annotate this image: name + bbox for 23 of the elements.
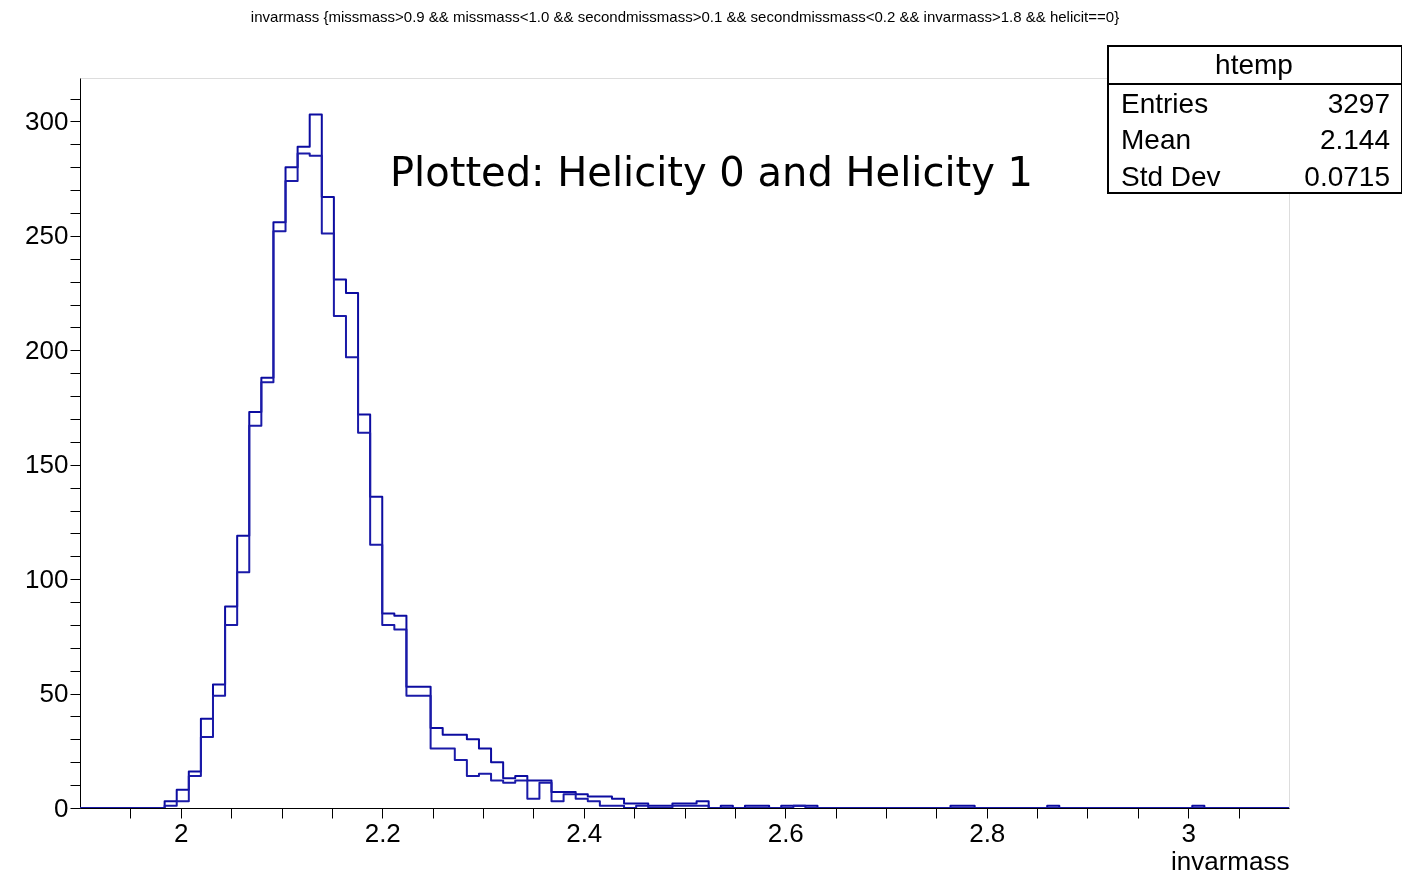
annotation: htemp [1215,49,1293,80]
x-tick-label: 2.8 [969,817,1006,848]
annotation: Entries [1121,88,1209,119]
x-tick-label: 2.4 [566,817,603,848]
y-tick-label: 300 [25,105,69,136]
annotation: Mean [1121,124,1192,155]
text: 2.144 [1319,124,1390,155]
annotation: Std Dev [1121,161,1221,192]
text: 0.0715 [1304,161,1390,192]
y-tick-label: 50 [39,678,69,709]
x-tick-label: 2.2 [364,817,401,848]
y-tick-label: 100 [25,563,69,594]
x-tick-label: 2 [174,817,189,848]
x-tick-label: 2.6 [767,817,804,848]
x-axis-title: invarmass [1171,845,1290,876]
y-tick-label: 200 [25,334,69,365]
y-tick-label: 150 [25,449,69,480]
y-tick-label: 0 [54,792,69,823]
x-tick-label: 3 [1181,817,1196,848]
chart-title: invarmass {missmass>0.9 && missmass<1.0 && secondmissmass>0.1 && secondmissmass<0.2 && invarmass>1.8 && helicit==0} [250,8,1120,25]
text: 3297 [1327,88,1390,119]
y-tick-label: 250 [25,220,69,251]
annotation: Plotted: Helicity 0 and Helicity 1 [390,149,1034,195]
